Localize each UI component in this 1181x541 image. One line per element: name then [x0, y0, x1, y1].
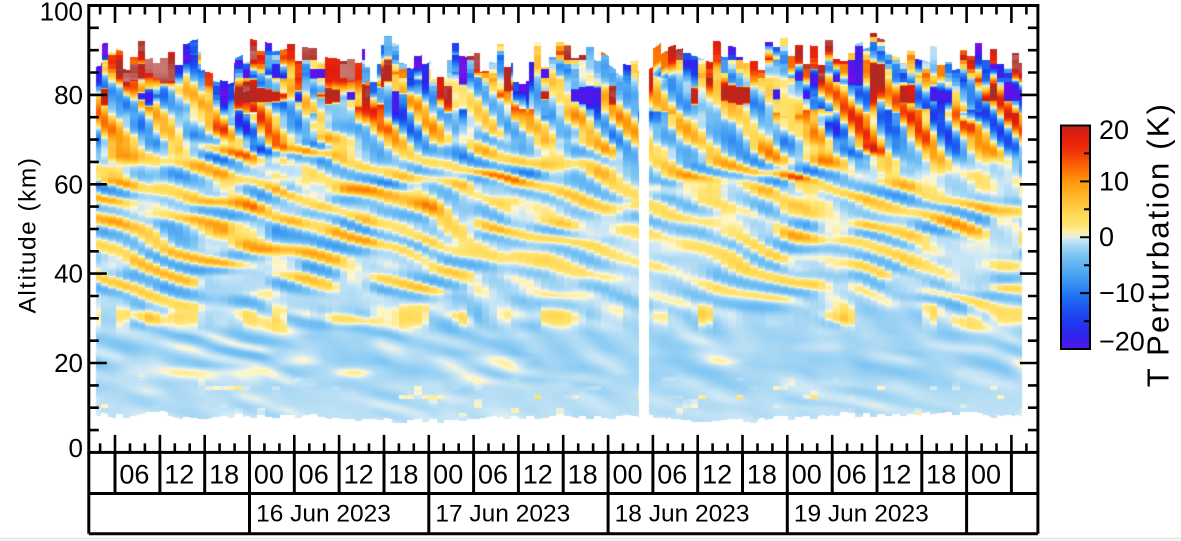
svg-text:40: 40 — [54, 259, 83, 289]
svg-text:T Perturbation (K): T Perturbation (K) — [1141, 102, 1176, 387]
svg-text:0: 0 — [1099, 222, 1114, 252]
svg-text:18: 18 — [209, 460, 239, 490]
svg-text:00: 00 — [792, 460, 822, 490]
svg-text:12: 12 — [164, 460, 194, 490]
svg-text:00: 00 — [254, 460, 284, 490]
svg-text:12: 12 — [523, 460, 553, 490]
svg-text:06: 06 — [478, 460, 508, 490]
svg-text:60: 60 — [54, 169, 83, 199]
svg-text:00: 00 — [612, 460, 642, 490]
svg-text:12: 12 — [881, 460, 911, 490]
svg-text:−20: −20 — [1099, 327, 1145, 357]
svg-text:−10: −10 — [1099, 278, 1145, 308]
svg-text:18: 18 — [388, 460, 418, 490]
svg-text:20: 20 — [1099, 115, 1129, 145]
svg-text:20: 20 — [54, 348, 83, 378]
svg-text:18 Jun 2023: 18 Jun 2023 — [615, 501, 750, 528]
svg-text:10: 10 — [1099, 167, 1129, 197]
svg-text:19 Jun 2023: 19 Jun 2023 — [794, 501, 929, 528]
svg-text:12: 12 — [702, 460, 732, 490]
svg-text:18: 18 — [926, 460, 956, 490]
svg-text:Altitude (km): Altitude (km) — [15, 156, 42, 313]
svg-text:100: 100 — [40, 0, 83, 26]
svg-text:16 Jun 2023: 16 Jun 2023 — [256, 501, 391, 528]
svg-text:18: 18 — [568, 460, 598, 490]
svg-text:06: 06 — [657, 460, 687, 490]
svg-text:00: 00 — [971, 460, 1001, 490]
svg-text:12: 12 — [344, 460, 374, 490]
svg-text:17 Jun 2023: 17 Jun 2023 — [435, 501, 570, 528]
svg-text:0: 0 — [69, 433, 83, 463]
svg-text:00: 00 — [433, 460, 463, 490]
svg-text:06: 06 — [837, 460, 867, 490]
svg-text:18: 18 — [747, 460, 777, 490]
svg-text:06: 06 — [299, 460, 329, 490]
svg-text:80: 80 — [54, 80, 83, 110]
svg-text:06: 06 — [119, 460, 149, 490]
